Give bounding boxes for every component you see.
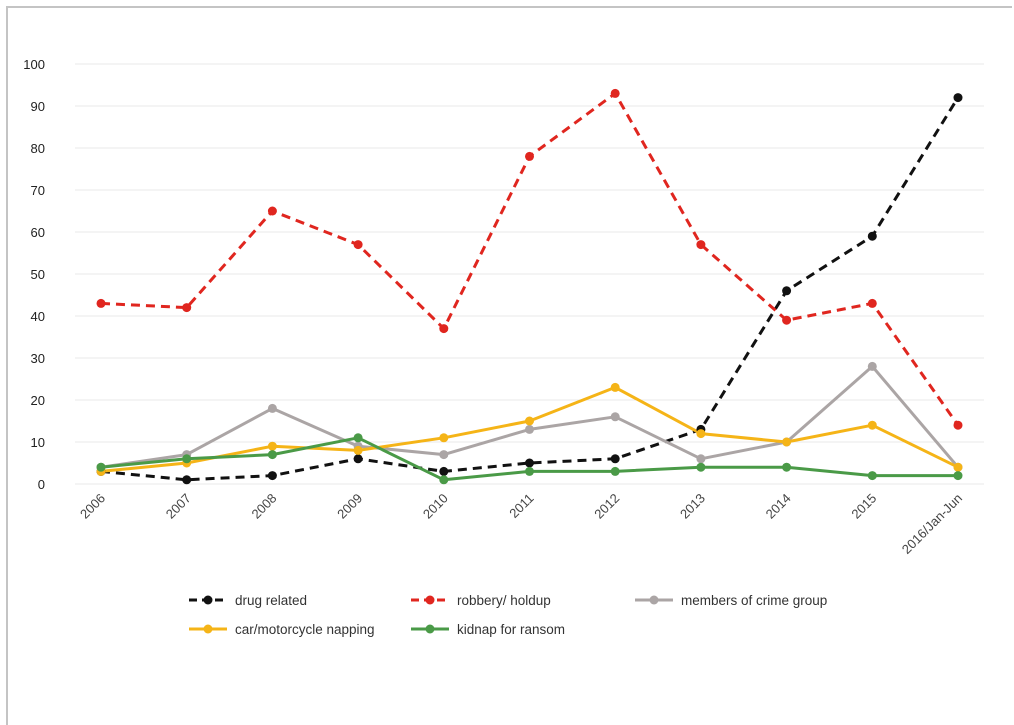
data-point-robbery bbox=[439, 324, 449, 334]
x-tick-label: 2006 bbox=[77, 491, 108, 522]
data-point-car bbox=[267, 441, 277, 451]
data-point-crime bbox=[267, 403, 277, 413]
y-axis: 0 10 20 30 40 50 60 70 80 90 100 bbox=[23, 57, 45, 492]
data-point-crime bbox=[610, 412, 620, 422]
data-point-robbery bbox=[96, 298, 106, 308]
legend-swatch-marker bbox=[649, 595, 659, 605]
series-line-drug bbox=[100, 96, 960, 482]
legend-item-car: car/motorcycle napping bbox=[189, 622, 375, 637]
data-point-car bbox=[439, 433, 449, 443]
y-tick-label: 30 bbox=[31, 351, 45, 366]
legend-item-kidnap: kidnap for ransom bbox=[411, 622, 565, 637]
x-axis: 2006 2007 2008 2009 2010 2011 2012 2013 2014 2015… bbox=[77, 491, 965, 557]
data-point-robbery bbox=[525, 151, 534, 161]
legend-item-crime: members of crime group bbox=[635, 593, 827, 608]
data-point-kidnap bbox=[953, 471, 963, 481]
y-tick-label: 60 bbox=[31, 225, 45, 240]
x-tick-label: 2008 bbox=[248, 491, 279, 522]
y-tick-label: 20 bbox=[31, 393, 45, 408]
y-tick-label: 0 bbox=[38, 477, 45, 492]
legend-label: drug related bbox=[235, 593, 307, 608]
y-tick-label: 40 bbox=[31, 309, 45, 324]
data-point-robbery bbox=[610, 88, 620, 98]
data-point-robbery bbox=[267, 206, 277, 216]
y-tick-label: 90 bbox=[31, 99, 45, 114]
x-tick-label: 2016/Jan-Jun bbox=[899, 491, 965, 557]
legend-swatch-marker bbox=[425, 624, 435, 634]
data-point-crime bbox=[696, 454, 706, 464]
data-point-car bbox=[610, 382, 620, 392]
legend-item-robbery: robbery/ holdup bbox=[411, 593, 551, 608]
x-tick-label: 2007 bbox=[163, 491, 194, 522]
data-point-car bbox=[353, 445, 363, 455]
data-point-car bbox=[782, 437, 792, 447]
plot-area bbox=[96, 88, 963, 485]
data-point-crime bbox=[439, 450, 449, 460]
data-point-drug bbox=[782, 286, 792, 296]
data-point-crime bbox=[867, 361, 877, 371]
data-point-kidnap bbox=[267, 450, 277, 460]
data-point-drug bbox=[867, 231, 877, 241]
data-point-car bbox=[525, 416, 534, 426]
legend-label: car/motorcycle napping bbox=[235, 622, 375, 637]
data-point-robbery bbox=[182, 303, 192, 313]
x-tick-label: 2013 bbox=[677, 491, 708, 522]
legend-label: kidnap for ransom bbox=[457, 622, 565, 637]
legend-label: members of crime group bbox=[681, 593, 827, 608]
x-tick-label: 2010 bbox=[420, 491, 451, 522]
y-tick-label: 80 bbox=[31, 141, 45, 156]
data-point-car bbox=[696, 429, 706, 439]
legend-label: robbery/ holdup bbox=[457, 593, 551, 608]
y-tick-label: 50 bbox=[31, 267, 45, 282]
data-point-kidnap bbox=[782, 462, 792, 472]
data-point-robbery bbox=[953, 420, 963, 430]
data-point-kidnap bbox=[867, 471, 877, 481]
legend-swatch-marker bbox=[203, 624, 213, 634]
data-point-car bbox=[953, 462, 963, 472]
data-point-robbery bbox=[696, 240, 706, 250]
x-tick-label: 2012 bbox=[591, 491, 622, 522]
data-point-kidnap bbox=[696, 462, 706, 472]
chart-frame bbox=[6, 6, 1012, 725]
data-point-kidnap bbox=[439, 475, 449, 485]
y-tick-label: 70 bbox=[31, 183, 45, 198]
legend: drug related robbery/ holdup members of cr… bbox=[189, 593, 827, 637]
x-tick-label: 2009 bbox=[334, 491, 365, 522]
data-point-car bbox=[867, 420, 877, 430]
data-point-kidnap bbox=[525, 466, 534, 476]
data-point-drug bbox=[182, 475, 192, 485]
data-point-drug bbox=[267, 471, 277, 481]
legend-swatch-marker bbox=[425, 595, 435, 605]
gridlines bbox=[75, 63, 984, 485]
data-point-kidnap bbox=[353, 433, 363, 443]
legend-swatch-marker bbox=[203, 595, 213, 605]
data-point-robbery bbox=[867, 298, 877, 308]
data-point-drug bbox=[953, 93, 963, 103]
data-point-kidnap bbox=[182, 454, 192, 464]
data-point-kidnap bbox=[610, 466, 620, 476]
data-point-drug bbox=[439, 466, 449, 476]
data-point-robbery bbox=[782, 315, 792, 325]
series-line-robbery bbox=[100, 91, 960, 427]
data-point-kidnap bbox=[96, 462, 106, 472]
legend-item-drug: drug related bbox=[189, 593, 307, 608]
data-point-drug bbox=[353, 454, 363, 464]
data-point-drug bbox=[610, 454, 620, 464]
y-tick-label: 100 bbox=[23, 57, 45, 72]
y-tick-label: 10 bbox=[31, 435, 45, 450]
x-tick-label: 2014 bbox=[763, 491, 794, 522]
x-tick-label: 2015 bbox=[848, 491, 879, 522]
data-point-robbery bbox=[353, 240, 363, 250]
x-tick-label: 2011 bbox=[506, 491, 536, 521]
data-point-drug bbox=[525, 458, 534, 468]
data-point-crime bbox=[525, 424, 534, 434]
